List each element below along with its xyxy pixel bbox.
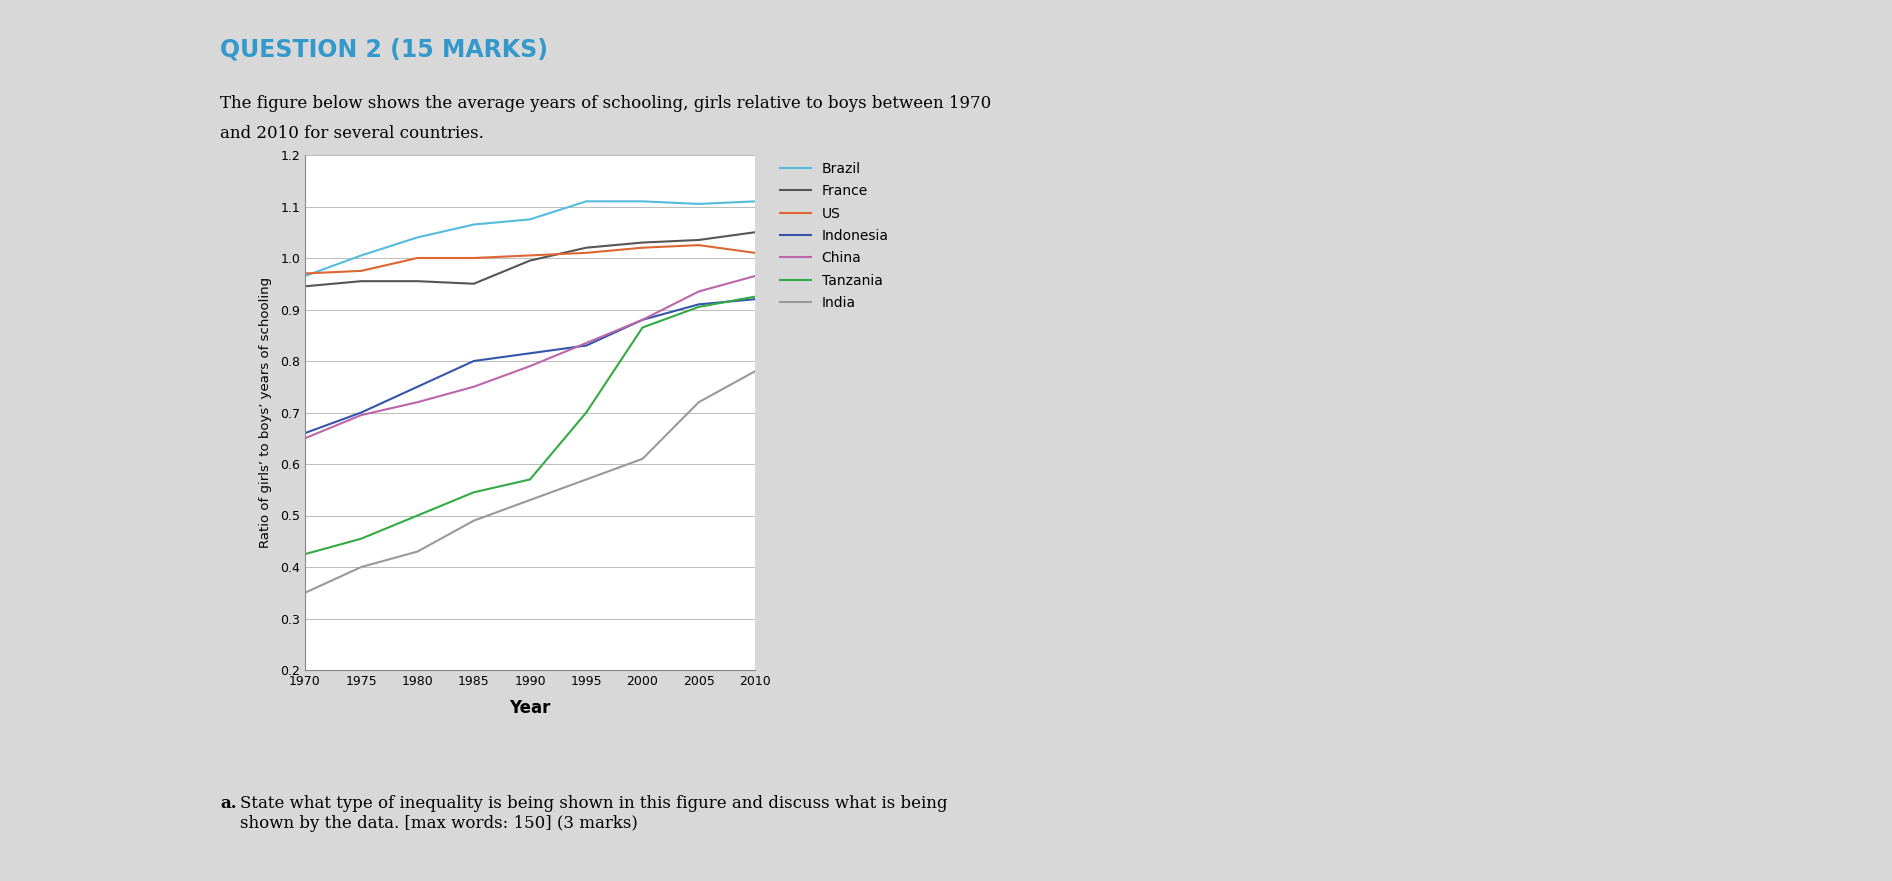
US (407, 253, 429, 263)
India (687, 397, 710, 408)
Indonesia (462, 356, 484, 366)
Line: France: France (305, 233, 755, 286)
Brazil (350, 250, 373, 261)
India (293, 588, 316, 598)
France (407, 276, 429, 286)
Tanzania (518, 474, 541, 485)
Indonesia (632, 315, 655, 325)
Legend: Brazil, France, US, Indonesia, China, Tanzania, India: Brazil, France, US, Indonesia, China, Ta… (780, 162, 889, 310)
India (462, 515, 484, 526)
India (350, 562, 373, 573)
Indonesia (744, 294, 766, 305)
Text: and 2010 for several countries.: and 2010 for several countries. (219, 125, 484, 142)
Tanzania (462, 487, 484, 498)
Y-axis label: Ratio of girls’ to boys’ years of schooling: Ratio of girls’ to boys’ years of school… (259, 277, 272, 548)
Text: State what type of inequality is being shown in this figure and discuss what is : State what type of inequality is being s… (240, 795, 948, 832)
Indonesia (293, 428, 316, 439)
Brazil (293, 270, 316, 281)
US (575, 248, 598, 258)
France (687, 234, 710, 245)
India (632, 454, 655, 464)
US (518, 250, 541, 261)
Indonesia (687, 299, 710, 309)
Line: China: China (305, 276, 755, 438)
Tanzania (632, 322, 655, 333)
France (350, 276, 373, 286)
Line: Indonesia: Indonesia (305, 300, 755, 433)
Brazil (407, 232, 429, 242)
US (687, 240, 710, 250)
Line: India: India (305, 371, 755, 593)
US (293, 268, 316, 278)
Tanzania (575, 407, 598, 418)
China (575, 337, 598, 348)
X-axis label: Year: Year (509, 699, 551, 717)
China (407, 397, 429, 408)
Text: a.: a. (219, 795, 236, 812)
France (744, 227, 766, 238)
Text: QUESTION 2 (15 MARKS): QUESTION 2 (15 MARKS) (219, 38, 549, 62)
Tanzania (744, 292, 766, 302)
India (744, 366, 766, 376)
China (632, 315, 655, 325)
Tanzania (687, 301, 710, 312)
Tanzania (407, 510, 429, 521)
France (518, 255, 541, 266)
Brazil (462, 219, 484, 230)
Brazil (575, 196, 598, 207)
US (350, 265, 373, 276)
Indonesia (518, 348, 541, 359)
US (462, 253, 484, 263)
India (575, 474, 598, 485)
Text: The figure below shows the average years of schooling, girls relative to boys be: The figure below shows the average years… (219, 95, 991, 112)
Line: Brazil: Brazil (305, 202, 755, 276)
China (462, 381, 484, 392)
Brazil (744, 196, 766, 207)
China (293, 433, 316, 443)
US (632, 242, 655, 253)
Tanzania (350, 533, 373, 544)
China (744, 270, 766, 281)
Tanzania (293, 549, 316, 559)
Indonesia (575, 340, 598, 351)
France (575, 242, 598, 253)
Brazil (687, 198, 710, 209)
China (687, 286, 710, 297)
Line: US: US (305, 245, 755, 273)
France (293, 281, 316, 292)
Brazil (518, 214, 541, 225)
China (350, 410, 373, 420)
Indonesia (407, 381, 429, 392)
US (744, 248, 766, 258)
China (518, 361, 541, 372)
India (518, 495, 541, 506)
India (407, 546, 429, 557)
France (632, 237, 655, 248)
Line: Tanzania: Tanzania (305, 297, 755, 554)
Indonesia (350, 407, 373, 418)
Brazil (632, 196, 655, 207)
France (462, 278, 484, 289)
